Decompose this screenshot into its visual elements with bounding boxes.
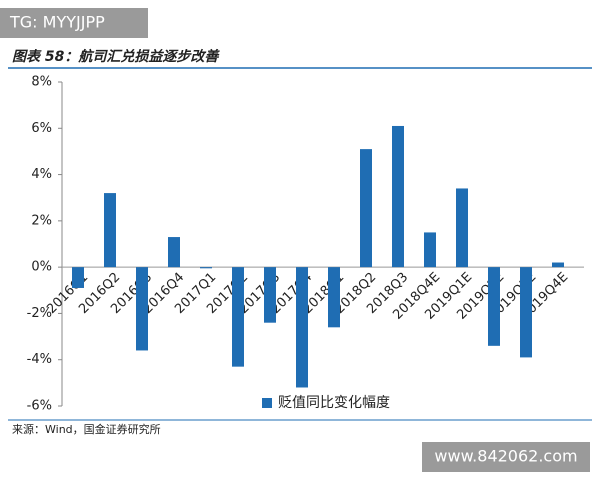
y-tick-label: 6%	[31, 121, 52, 136]
bar	[520, 267, 532, 358]
y-tick-label: -4%	[27, 352, 52, 367]
bar	[104, 193, 116, 268]
watermark: www.842062.com	[434, 447, 577, 466]
bar	[456, 188, 468, 268]
legend-label: 贬值同比变化幅度	[278, 395, 390, 411]
bar	[232, 267, 244, 367]
bar	[424, 232, 436, 268]
bar	[136, 267, 148, 351]
watermark: TG: MYYJJPP	[9, 13, 105, 32]
bar	[168, 237, 180, 268]
watermark-box	[0, 8, 148, 38]
y-tick-label: 8%	[31, 75, 52, 90]
bar	[296, 267, 308, 388]
y-tick-label: 2%	[31, 213, 52, 228]
bar	[328, 267, 340, 328]
bar	[360, 149, 372, 268]
bar	[72, 267, 84, 288]
y-tick-label: -2%	[27, 306, 52, 321]
bar	[488, 267, 500, 346]
legend-swatch	[262, 398, 272, 408]
y-tick-label: 0%	[31, 260, 52, 275]
bar	[552, 262, 564, 268]
bar	[200, 267, 212, 269]
y-tick-label: -6%	[27, 399, 52, 414]
y-tick-label: 4%	[31, 167, 52, 182]
bar	[392, 125, 404, 268]
bar	[264, 267, 276, 323]
source: 来源：Wind，国金证券研究所	[12, 422, 161, 436]
watermark-box	[422, 442, 590, 472]
chart-title: 图表 58：航司汇兑损益逐步改善	[12, 48, 220, 65]
